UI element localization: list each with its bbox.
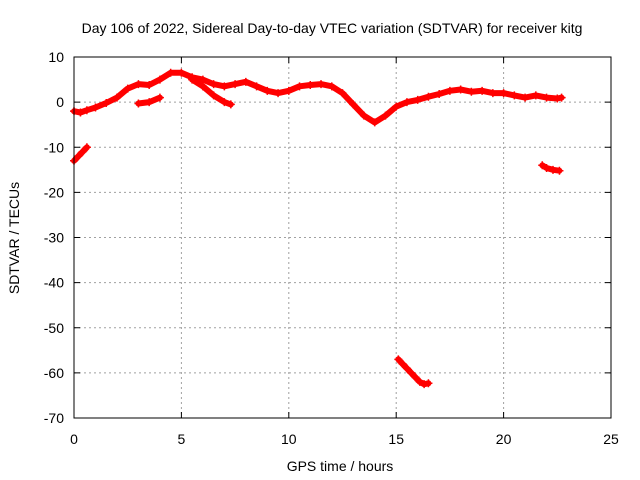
data-point [274, 89, 283, 98]
data-point [226, 100, 235, 109]
data-point [510, 91, 519, 100]
data-point [467, 87, 476, 96]
data-point [424, 379, 433, 388]
data-point [177, 68, 186, 77]
data-point [435, 90, 444, 99]
x-tick-label: 5 [178, 431, 186, 447]
data-point [82, 143, 91, 152]
data-point [553, 94, 562, 103]
y-tick-label: -50 [44, 320, 64, 336]
chart-title: Day 106 of 2022, Sidereal Day-to-day VTE… [82, 20, 583, 36]
y-tick-label: -40 [44, 275, 64, 291]
data-point [134, 80, 143, 89]
data-point [102, 99, 111, 108]
series-outlier-arc-15-16-5h [394, 355, 433, 389]
data-layer [70, 68, 566, 389]
data-point [134, 99, 143, 108]
data-point [76, 108, 85, 117]
x-tick-label: 0 [70, 431, 78, 447]
data-point [209, 91, 218, 100]
data-point [209, 80, 218, 89]
data-point [557, 93, 566, 102]
y-tick-label: -70 [44, 410, 64, 426]
data-point [424, 92, 433, 101]
x-axis-label: GPS time / hours [287, 458, 394, 474]
data-point [317, 80, 326, 89]
data-point [252, 82, 261, 91]
data-point [555, 166, 564, 175]
tick-layer: 0 5 10 15 20 25 10 0 -10 -20 -30 -40 -50 -60 -70 [44, 49, 619, 447]
data-point [78, 147, 87, 156]
data-point [327, 82, 336, 91]
data-point [392, 102, 401, 111]
data-point [394, 355, 403, 364]
data-point [263, 86, 272, 95]
x-tick-label: 10 [281, 431, 297, 447]
y-axis-label: SDTVAR / TECUs [6, 182, 22, 294]
series-line [71, 144, 90, 164]
data-point [359, 111, 368, 120]
data-point [413, 95, 422, 104]
data-point [112, 93, 121, 102]
data-point [91, 103, 100, 112]
y-tick-label: -30 [44, 230, 64, 246]
data-point [420, 380, 429, 389]
data-point [402, 98, 411, 107]
data-point [155, 75, 164, 84]
series-dipping-arcs-5-5-8h [188, 75, 235, 109]
data-point [370, 118, 379, 127]
data-point [145, 80, 154, 89]
data-point [198, 82, 207, 91]
x-tick-label: 15 [388, 431, 404, 447]
data-point [456, 85, 465, 94]
data-point [542, 93, 551, 102]
data-point [478, 86, 487, 95]
data-point [338, 89, 347, 98]
data-point [538, 161, 547, 170]
series-late-arc-near-22h [538, 161, 564, 175]
y-tick-label: -20 [44, 184, 64, 200]
data-point [531, 91, 540, 100]
data-point [220, 98, 229, 107]
data-point [82, 106, 91, 115]
data-point [521, 93, 530, 102]
data-point [381, 111, 390, 120]
data-point [499, 89, 508, 98]
y-tick-label: -10 [44, 139, 64, 155]
data-point [123, 84, 132, 93]
data-point [155, 93, 164, 102]
data-point [398, 359, 407, 368]
data-point [488, 89, 497, 98]
data-point [188, 75, 197, 84]
data-point [231, 80, 240, 89]
data-point [411, 373, 420, 382]
y-tick-label: -60 [44, 365, 64, 381]
data-point [145, 98, 154, 107]
data-point [74, 152, 83, 161]
data-point [295, 82, 304, 91]
data-point [415, 377, 424, 386]
data-point [549, 165, 558, 174]
data-point [402, 364, 411, 373]
x-tick-label: 20 [496, 431, 512, 447]
y-tick-label: 0 [56, 94, 64, 110]
data-point [407, 368, 416, 377]
data-point [241, 77, 250, 86]
data-point [284, 86, 293, 95]
grid-layer [74, 57, 611, 418]
y-tick-label: 10 [48, 49, 64, 65]
data-point [349, 100, 358, 109]
x-tick-label: 25 [603, 431, 619, 447]
data-point [542, 164, 551, 173]
data-point [198, 75, 207, 84]
data-point [220, 82, 229, 91]
series-main-arc [70, 68, 566, 127]
series-small-arc-near-3-5h [134, 93, 164, 108]
data-point [306, 80, 315, 89]
data-point [445, 86, 454, 95]
data-point [166, 68, 175, 77]
